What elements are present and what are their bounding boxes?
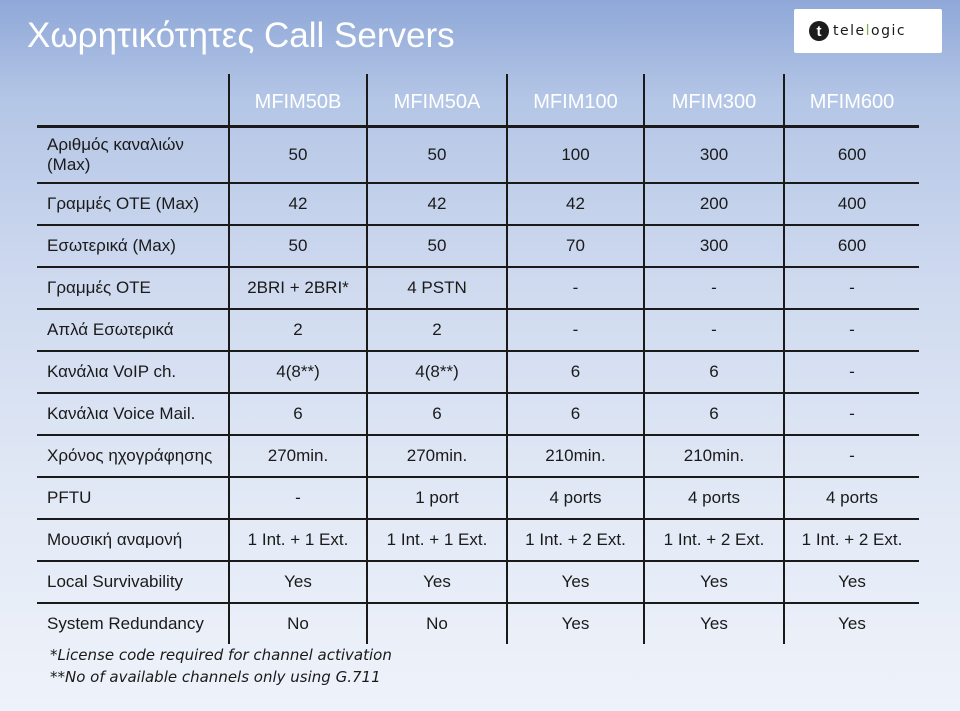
table-cell: 270min. xyxy=(228,435,367,478)
table-cell: 600 xyxy=(783,126,919,184)
table-cell: - xyxy=(643,309,784,352)
row-label: Απλά Εσωτερικά xyxy=(37,309,229,352)
column-header: MFIM50A xyxy=(366,74,507,128)
table-cell: No xyxy=(228,603,367,644)
table-cell: 1 port xyxy=(366,477,507,520)
row-label: Μουσική αναμονή xyxy=(37,519,229,562)
table-cell: - xyxy=(506,309,644,352)
table-row: Local Survivability Yes Yes Yes Yes Yes xyxy=(37,561,919,604)
table-cell: No xyxy=(366,603,507,644)
table-cell: 270min. xyxy=(366,435,507,478)
row-label: Κανάλια VoIP ch. xyxy=(37,351,229,394)
footnote: *License code required for channel activ… xyxy=(50,646,392,664)
capacity-table: MFIM50B MFIM50A MFIM100 MFIM300 MFIM600 … xyxy=(37,74,919,644)
column-header: MFIM100 xyxy=(506,74,644,128)
table-cell: - xyxy=(783,267,919,310)
column-header: MFIM50B xyxy=(228,74,367,128)
table-row: Μουσική αναμονή 1 Int. + 1 Ext. 1 Int. +… xyxy=(37,519,919,562)
row-label: Γραμμές ΟΤΕ (Max) xyxy=(37,183,229,226)
table-cell: - xyxy=(783,393,919,436)
table-cell: Yes xyxy=(506,603,644,644)
table-cell: Yes xyxy=(783,603,919,644)
table-row: Γραμμές ΟΤΕ 2BRI + 2BRI* 4 PSTN - - - xyxy=(37,267,919,310)
table-row: Αριθμός καναλιών (Max) 50 50 100 300 600 xyxy=(37,126,919,184)
table-cell: Yes xyxy=(506,561,644,604)
table-cell: 1 Int. + 2 Ext. xyxy=(506,519,644,562)
footnote: **No of available channels only using G.… xyxy=(50,668,381,686)
table-cell: 6 xyxy=(506,351,644,394)
row-label: Κανάλια Voice Mail. xyxy=(37,393,229,436)
table-cell: 300 xyxy=(643,225,784,268)
table-cell: 2 xyxy=(366,309,507,352)
table-cell: 6 xyxy=(643,351,784,394)
table-cell: 210min. xyxy=(506,435,644,478)
header-corner xyxy=(37,74,229,128)
table-cell: 70 xyxy=(506,225,644,268)
table-cell: 600 xyxy=(783,225,919,268)
teleogic-logo: t telelogic xyxy=(794,9,942,53)
table-cell: 42 xyxy=(228,183,367,226)
table-cell: 4 ports xyxy=(506,477,644,520)
column-header: MFIM300 xyxy=(643,74,784,128)
table-cell: 2 xyxy=(228,309,367,352)
table-cell: 4(8**) xyxy=(366,351,507,394)
table-cell: - xyxy=(506,267,644,310)
footnotes: *License code required for channel activ… xyxy=(50,644,392,688)
table-cell: 100 xyxy=(506,126,644,184)
table-cell: 6 xyxy=(366,393,507,436)
table-cell: Yes xyxy=(366,561,507,604)
table-cell: Yes xyxy=(783,561,919,604)
table-cell: Yes xyxy=(228,561,367,604)
row-label: Χρόνος ηχογράφησης xyxy=(37,435,229,478)
table-row: Κανάλια VoIP ch. 4(8**) 4(8**) 6 6 - xyxy=(37,351,919,394)
table-cell: - xyxy=(228,477,367,520)
table-cell: 4 PSTN xyxy=(366,267,507,310)
table-cell: 6 xyxy=(506,393,644,436)
table-cell: - xyxy=(783,435,919,478)
table-row: Γραμμές ΟΤΕ (Max) 42 42 42 200 400 xyxy=(37,183,919,226)
column-header: MFIM600 xyxy=(783,74,919,128)
page-title: Χωρητικότητες Call Servers xyxy=(27,16,455,55)
table-row: Κανάλια Voice Mail. 6 6 6 6 - xyxy=(37,393,919,436)
table-cell: - xyxy=(643,267,784,310)
table-cell: 1 Int. + 1 Ext. xyxy=(228,519,367,562)
table-row: Απλά Εσωτερικά 2 2 - - - xyxy=(37,309,919,352)
table-cell: 4(8**) xyxy=(228,351,367,394)
table-row: System Redundancy No No Yes Yes Yes xyxy=(37,603,919,644)
table-cell: - xyxy=(783,351,919,394)
logo-mark-icon: t xyxy=(809,21,829,41)
table-cell: 50 xyxy=(228,225,367,268)
table-cell: 300 xyxy=(643,126,784,184)
table-cell: 50 xyxy=(366,126,507,184)
table-cell: 210min. xyxy=(643,435,784,478)
table-cell: 42 xyxy=(366,183,507,226)
row-label: Αριθμός καναλιών (Max) xyxy=(37,126,229,184)
table-cell: 200 xyxy=(643,183,784,226)
table-row: Χρόνος ηχογράφησης 270min. 270min. 210mi… xyxy=(37,435,919,478)
table-cell: - xyxy=(783,309,919,352)
table-row: Εσωτερικά (Max) 50 50 70 300 600 xyxy=(37,225,919,268)
logo-wordmark: telelogic xyxy=(833,23,907,39)
table-cell: 50 xyxy=(366,225,507,268)
table-cell: 400 xyxy=(783,183,919,226)
table-cell: 4 ports xyxy=(643,477,784,520)
table-cell: 1 Int. + 1 Ext. xyxy=(366,519,507,562)
table-cell: 50 xyxy=(228,126,367,184)
table-cell: Yes xyxy=(643,561,784,604)
row-label: Γραμμές ΟΤΕ xyxy=(37,267,229,310)
table-row: PFTU - 1 port 4 ports 4 ports 4 ports xyxy=(37,477,919,520)
row-label: Εσωτερικά (Max) xyxy=(37,225,229,268)
table-cell: 1 Int. + 2 Ext. xyxy=(643,519,784,562)
table-cell: 6 xyxy=(643,393,784,436)
row-label: PFTU xyxy=(37,477,229,520)
row-label: System Redundancy xyxy=(47,614,204,633)
table-header-row: MFIM50B MFIM50A MFIM100 MFIM300 MFIM600 xyxy=(37,74,919,128)
table-cell: Yes xyxy=(643,603,784,644)
table-cell: 42 xyxy=(506,183,644,226)
table-cell: 1 Int. + 2 Ext. xyxy=(783,519,919,562)
table-cell: 6 xyxy=(228,393,367,436)
table-cell: 2BRI + 2BRI* xyxy=(228,267,367,310)
table-cell: 4 ports xyxy=(783,477,919,520)
row-label: Local Survivability xyxy=(37,561,229,604)
